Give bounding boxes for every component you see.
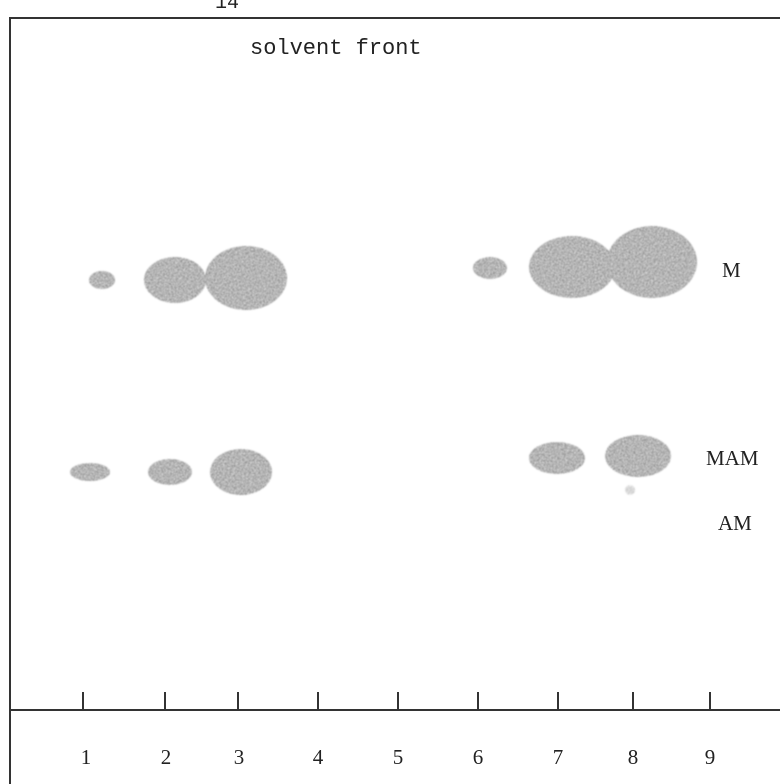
lane-label: 3 — [234, 745, 245, 769]
spot-label: M — [722, 258, 741, 282]
lane-label: 2 — [161, 745, 172, 769]
lane-label: 4 — [313, 745, 324, 769]
spot-label: MAM — [706, 446, 759, 470]
spot-label: AM — [718, 511, 752, 535]
spot — [607, 226, 697, 298]
lane-label: 5 — [393, 745, 404, 769]
lane-label: 1 — [81, 745, 92, 769]
spot — [205, 246, 287, 310]
spot — [529, 236, 615, 298]
lane-label: 8 — [628, 745, 639, 769]
lane-label: 9 — [705, 745, 716, 769]
spot — [625, 485, 635, 495]
spot — [605, 435, 671, 477]
spot — [148, 459, 192, 485]
spot — [144, 257, 206, 303]
spot — [529, 442, 585, 474]
tlc-plate: 14 solvent front M MAM AM 1 2 3 4 5 6 — [0, 0, 780, 784]
background — [0, 0, 780, 784]
spot — [89, 271, 115, 289]
lane-label: 6 — [473, 745, 484, 769]
spot — [70, 463, 110, 481]
solvent-front-label: solvent front — [250, 36, 422, 61]
lane-label: 7 — [553, 745, 564, 769]
spot — [210, 449, 272, 495]
spot — [473, 257, 507, 279]
header-fragment: 14 — [215, 0, 239, 15]
